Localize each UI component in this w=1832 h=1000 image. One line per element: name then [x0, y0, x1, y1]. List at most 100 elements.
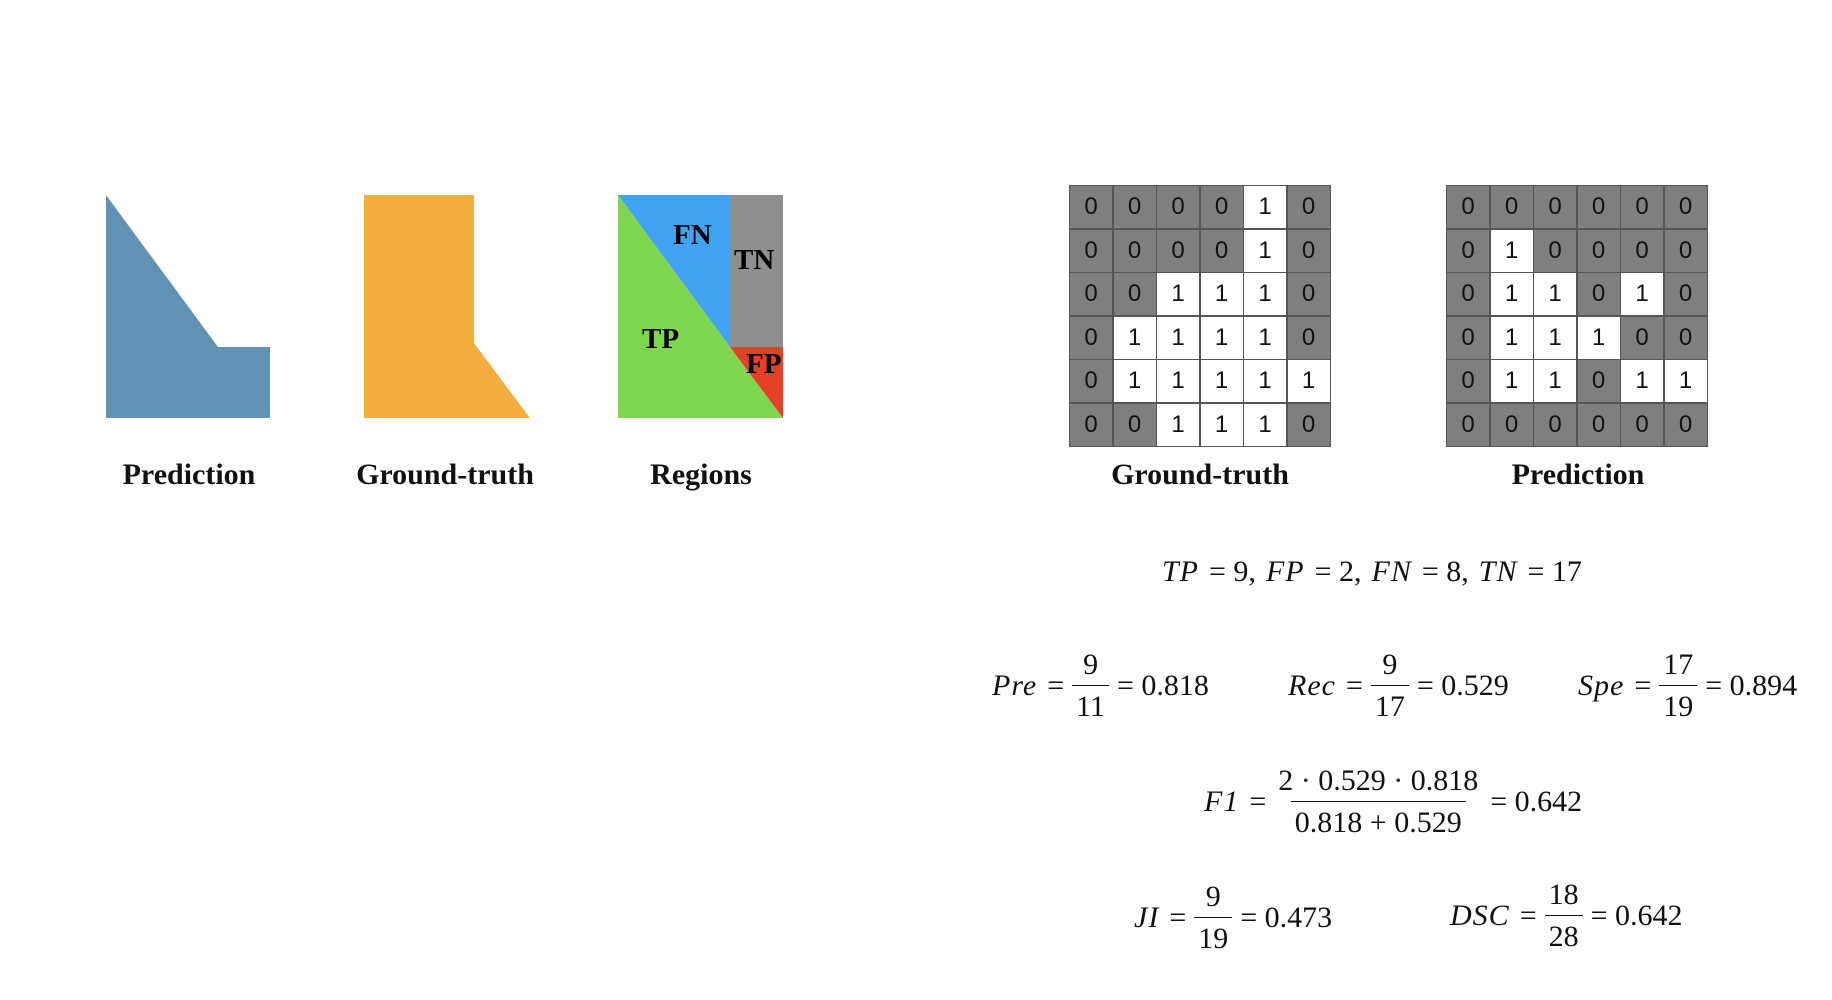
ground-truth-grid-cell: 0	[1070, 360, 1112, 402]
tn-label: TN	[734, 244, 774, 276]
prediction-shape	[106, 195, 270, 418]
prediction-grid-cell: 1	[1534, 316, 1576, 359]
rec-denominator: 17	[1370, 685, 1409, 722]
ground-truth-shape	[364, 195, 530, 418]
prediction-grid-cell: 0	[1534, 186, 1576, 228]
pre-numerator: 9	[1083, 648, 1099, 681]
tp-region	[618, 195, 783, 418]
prediction-grid-cell: 1	[1534, 273, 1576, 315]
ground-truth-grid-cell: 0	[1287, 403, 1330, 446]
prediction-grid-cell: 1	[1490, 360, 1533, 402]
ground-truth-grid-cell: 1	[1157, 273, 1199, 315]
prediction-grid-cell: 0	[1577, 273, 1620, 315]
prediction-grid-cell: 0	[1534, 403, 1576, 446]
dsc-eq: =	[1519, 899, 1537, 932]
prediction-grid-cell: 1	[1621, 360, 1663, 402]
pre-result: = 0.818	[1117, 669, 1209, 702]
spe-denominator: 19	[1659, 685, 1698, 722]
prediction-grid-cell: 0	[1664, 229, 1707, 272]
tn-region	[730, 195, 783, 347]
dsc-result: = 0.642	[1590, 899, 1683, 932]
prediction-grid-cell: 0	[1490, 186, 1533, 228]
ground-truth-grid-cell: 0	[1113, 229, 1156, 272]
f1-result: = 0.642	[1490, 785, 1583, 818]
ground-truth-grid-cell: 1	[1200, 316, 1243, 359]
ground-truth-grid-cell: 0	[1070, 273, 1112, 315]
prediction-grid-cell: 0	[1447, 186, 1489, 228]
prediction-grid-cell: 0	[1577, 229, 1620, 272]
spe-eq: =	[1634, 669, 1652, 702]
ground-truth-grid-cell: 0	[1157, 229, 1199, 272]
prediction-grid-cell: 1	[1490, 316, 1533, 359]
dice-equation: DSC = 18 28 = 0.642	[1450, 880, 1683, 952]
ground-truth-grid-cell: 0	[1070, 403, 1112, 446]
prediction-grid-cell: 0	[1664, 186, 1707, 228]
spe-var: Spe	[1578, 669, 1625, 702]
prediction-grid-cell: 0	[1447, 316, 1489, 359]
ji-result: = 0.473	[1240, 901, 1333, 934]
prediction-grid-cell: 0	[1621, 316, 1663, 359]
ground-truth-grid-cell: 0	[1200, 229, 1243, 272]
ground-truth-grid-cell: 0	[1070, 316, 1112, 359]
ji-numerator: 9	[1205, 880, 1221, 913]
pre-eq: =	[1047, 669, 1065, 702]
prediction-grid-cell: 0	[1447, 360, 1489, 402]
prediction-grid-cell: 0	[1621, 403, 1663, 446]
prediction-grid-cell: 0	[1490, 403, 1533, 446]
spe-result: = 0.894	[1705, 669, 1798, 702]
prediction-grid-cell: 1	[1577, 316, 1620, 359]
prediction-grid-cell: 0	[1447, 403, 1489, 446]
fn-label: FN	[673, 219, 712, 251]
ground-truth-grid-cell: 1	[1244, 316, 1286, 359]
fn-value: = 8,	[1421, 555, 1469, 588]
regions-caption: Regions	[650, 458, 752, 491]
ground-truth-grid-cell: 1	[1157, 316, 1199, 359]
f1-numerator: 2 · 0.529 · 0.818	[1278, 764, 1479, 797]
counts-equation: TP = 9, FP = 2, FN = 8, TN = 17	[1162, 555, 1582, 589]
ground-truth-grid-cell: 0	[1287, 316, 1330, 359]
tp-label: TP	[642, 323, 679, 355]
fn-var: FN	[1371, 555, 1412, 588]
rec-numerator: 9	[1382, 648, 1398, 681]
dsc-numerator: 18	[1548, 878, 1579, 911]
rec-eq: =	[1345, 669, 1363, 702]
fp-value: = 2,	[1314, 555, 1362, 588]
dsc-denominator: 28	[1544, 915, 1583, 952]
prediction-grid-cell: 0	[1577, 186, 1620, 228]
tp-var: TP	[1162, 555, 1200, 588]
ground-truth-grid-cell: 0	[1287, 229, 1330, 272]
pre-var: Pre	[992, 669, 1038, 702]
ground-truth-grid-cell: 1	[1244, 403, 1286, 446]
prediction-grid-cell: 0	[1621, 229, 1663, 272]
ground-truth-grid-cell: 0	[1287, 186, 1330, 228]
ground-truth-grid-cell: 0	[1113, 403, 1156, 446]
ji-var: JI	[1134, 901, 1160, 934]
prediction-grid-cell: 0	[1447, 229, 1489, 272]
prediction-grid-cell: 0	[1534, 229, 1576, 272]
prediction-grid-cell: 0	[1621, 186, 1663, 228]
fp-var: FP	[1265, 555, 1305, 588]
prediction-caption: Prediction	[122, 458, 256, 491]
prediction-polygon	[106, 195, 270, 418]
prediction-grid-cell: 1	[1490, 273, 1533, 315]
prediction-grid-cell: 1	[1490, 229, 1533, 272]
ground-truth-grid-cell: 1	[1113, 360, 1156, 402]
rec-result: = 0.529	[1416, 669, 1509, 702]
ground-truth-grid-cell: 0	[1113, 273, 1156, 315]
prediction-grid-cell: 0	[1577, 360, 1620, 402]
specificity-equation: Spe = 17 19 = 0.894	[1578, 650, 1797, 722]
ground-truth-grid-cell: 0	[1070, 186, 1112, 228]
ground-truth-grid-cell: 0	[1113, 186, 1156, 228]
ground-truth-grid-cell: 1	[1244, 186, 1286, 228]
prediction-grid-cell: 1	[1664, 360, 1707, 402]
recall-equation: Rec = 9 17 = 0.529	[1288, 650, 1509, 722]
ground-truth-grid-cell: 1	[1244, 273, 1286, 315]
prediction-grid-cell: 1	[1621, 273, 1663, 315]
pre-fraction: 9 11	[1072, 648, 1110, 722]
tn-value: = 17	[1527, 555, 1582, 588]
ground-truth-grid-cell: 1	[1157, 360, 1199, 402]
ground-truth-grid-cell: 0	[1200, 186, 1243, 228]
pre-denominator: 11	[1072, 685, 1110, 722]
f1-equation: F1 = 2 · 0.529 · 0.818 0.818 + 0.529 = 0…	[1204, 766, 1582, 838]
